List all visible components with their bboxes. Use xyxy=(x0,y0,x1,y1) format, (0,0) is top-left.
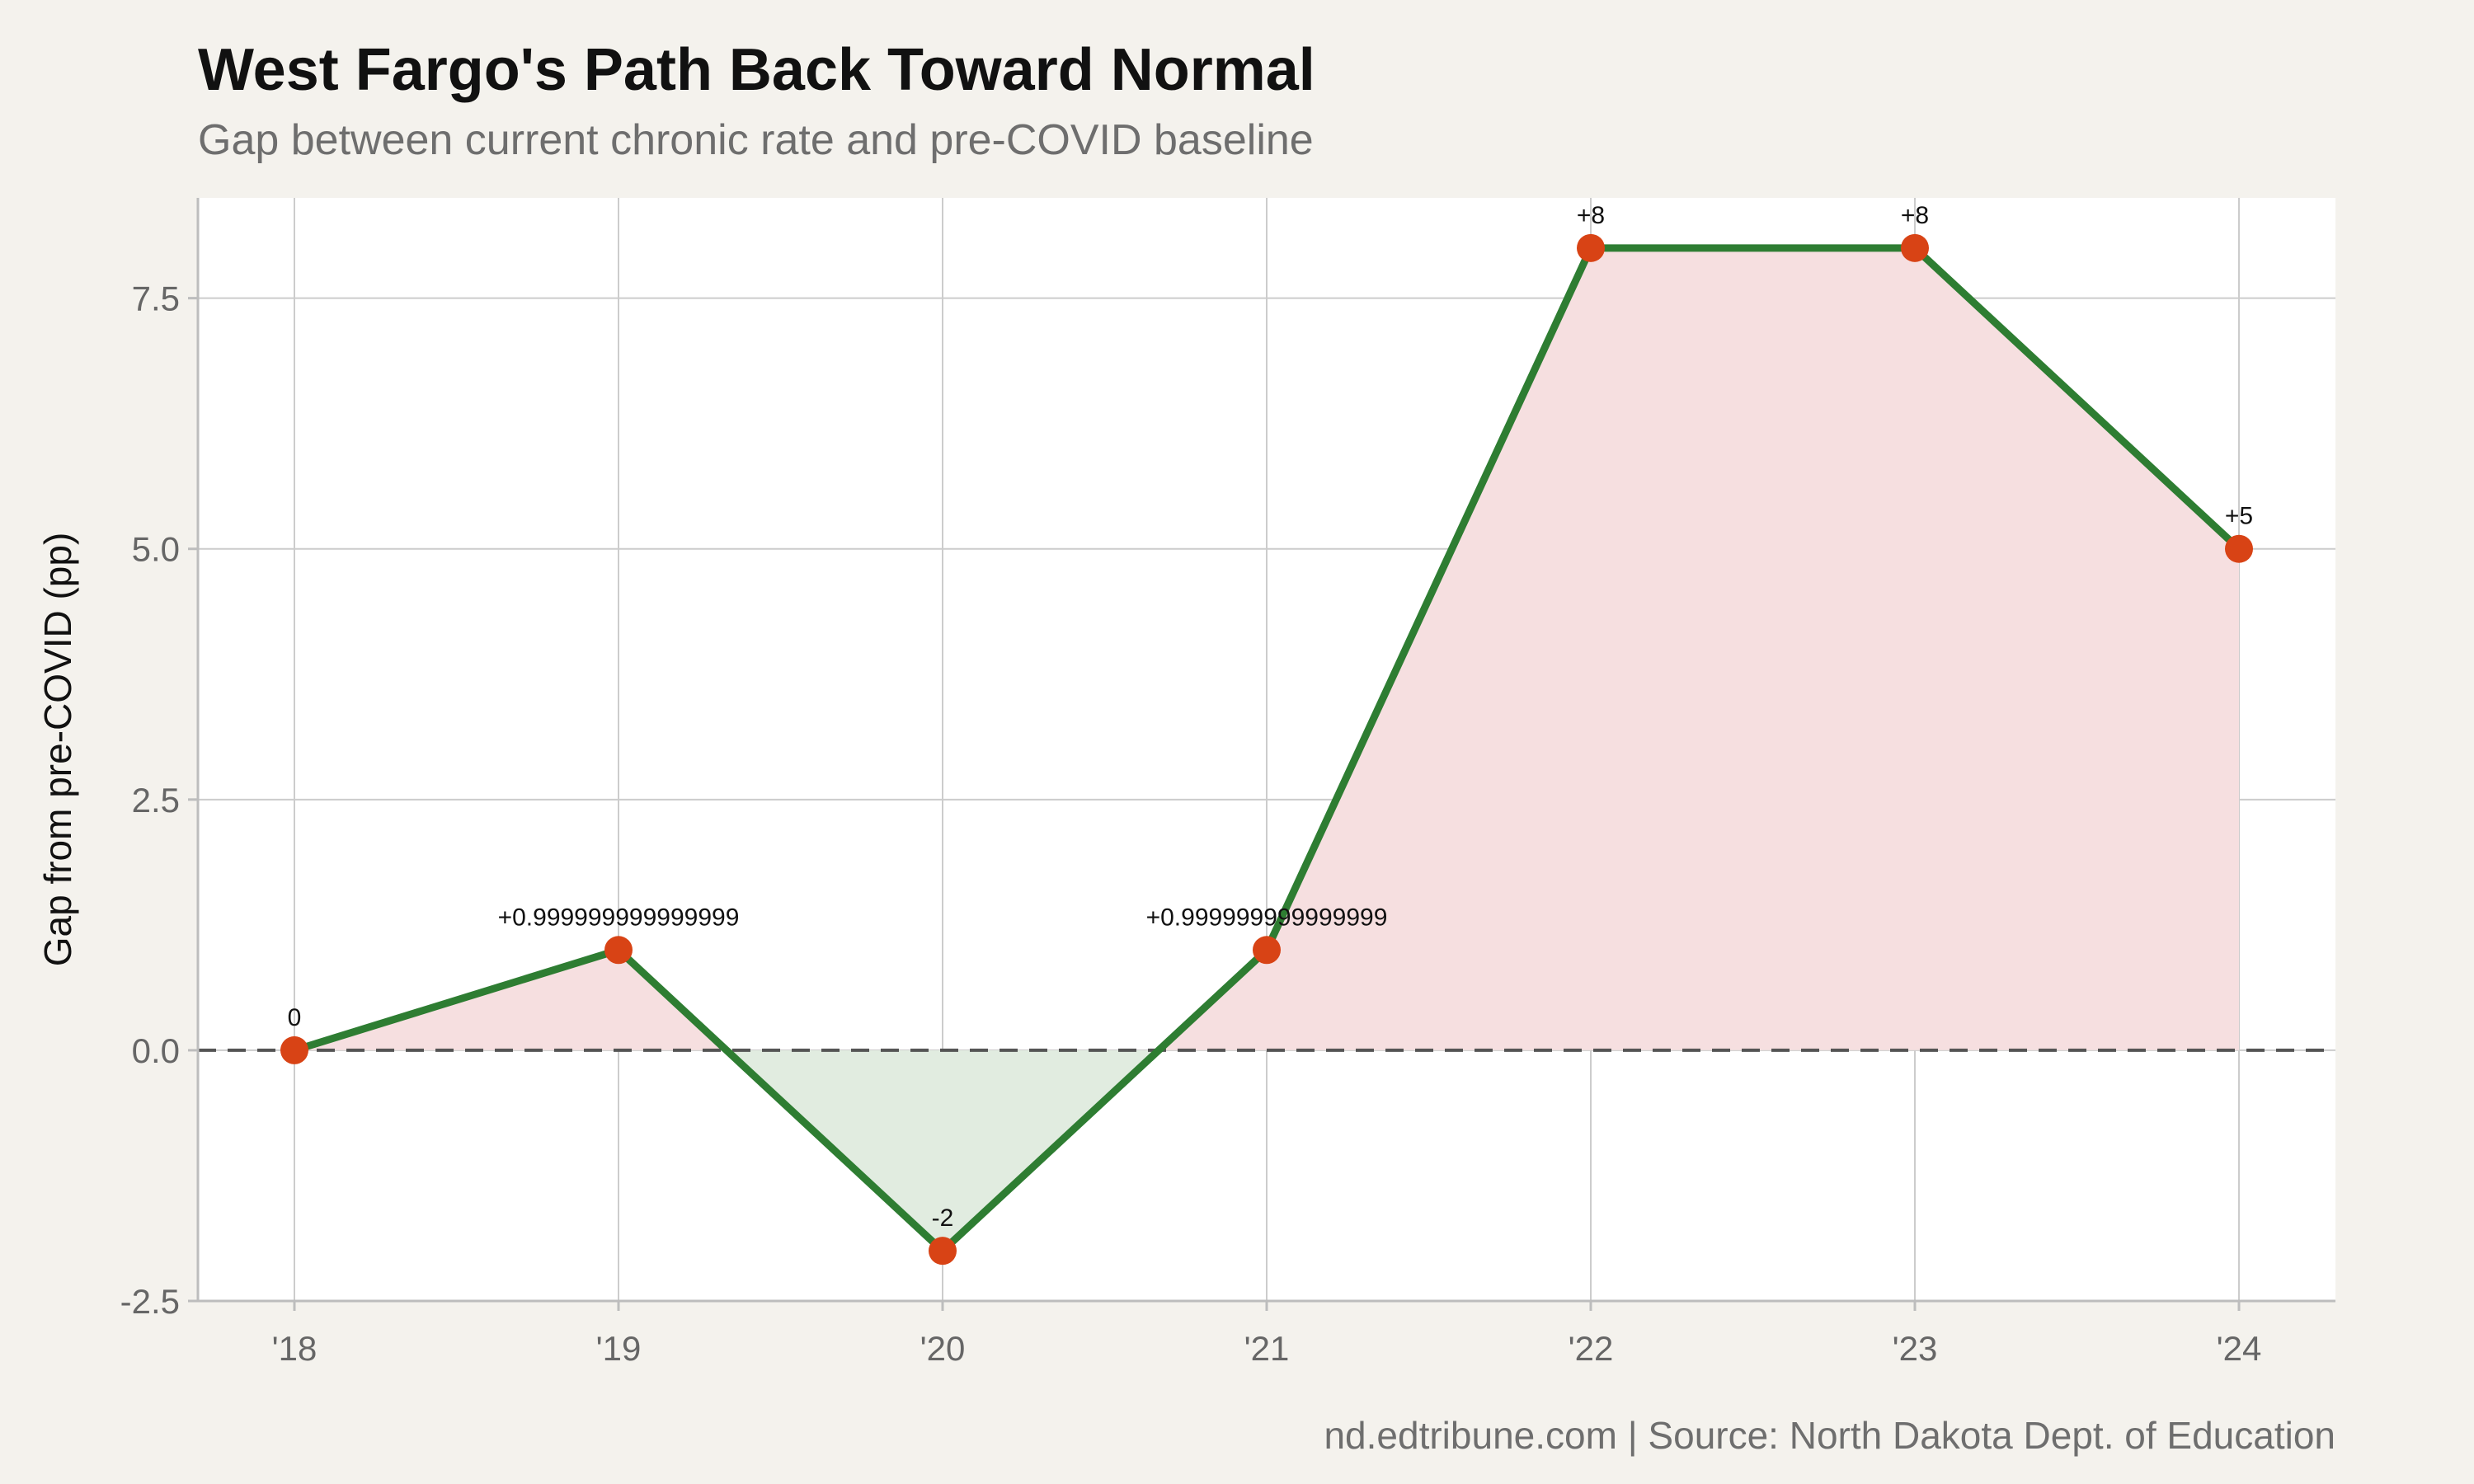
data-points xyxy=(280,233,2253,1266)
data-label-0: 0 xyxy=(288,1004,302,1031)
data-label-2: -2 xyxy=(932,1205,954,1232)
data-point-22 xyxy=(1577,233,1605,262)
x-tick-label-3: '21 xyxy=(1244,1329,1290,1368)
data-point-21 xyxy=(1253,936,1281,965)
axes: -2.5 0.0 2.5 5.0 7.5 '18 '19 '20 '21 '22 '23 '24 Gap… xyxy=(36,198,2335,1368)
y-axis-title: Gap from pre-COVID (pp) xyxy=(36,533,79,967)
data-label-5: +8 xyxy=(1901,202,1929,229)
data-label-6: +5 xyxy=(2225,503,2253,530)
x-tick-label-6: '24 xyxy=(2217,1329,2262,1368)
x-tick-label-5: '23 xyxy=(1893,1329,1938,1368)
y-tick-label-2: 2.5 xyxy=(132,781,180,819)
y-tick-label-1: 0.0 xyxy=(132,1031,180,1070)
gap-area-above-baseline xyxy=(294,247,2239,1050)
data-labels: 0 +0.999999999999999 -2 +0.999999999999999 +… xyxy=(288,202,2253,1232)
data-point-20 xyxy=(929,1237,957,1266)
data-point-23 xyxy=(1901,233,1929,262)
data-point-24 xyxy=(2225,534,2253,563)
x-tick-label-2: '20 xyxy=(920,1329,966,1368)
data-point-19 xyxy=(604,936,633,965)
chart-caption: nd.edtribune.com | Source: North Dakota … xyxy=(1324,1414,2335,1457)
chart-subtitle: Gap between current chronic rate and pre… xyxy=(198,116,1314,164)
data-label-3: +0.999999999999999 xyxy=(1146,904,1388,931)
data-label-4: +8 xyxy=(1577,202,1605,229)
y-tick-label-3: 5.0 xyxy=(132,530,180,569)
data-point-18 xyxy=(280,1036,308,1064)
x-tick-label-0: '18 xyxy=(272,1329,317,1368)
y-tick-label-4: 7.5 xyxy=(132,279,180,318)
y-tick-label-0: -2.5 xyxy=(120,1282,180,1321)
x-tick-label-1: '19 xyxy=(596,1329,642,1368)
data-label-1: +0.999999999999999 xyxy=(498,904,740,931)
chart-title: West Fargo's Path Back Toward Normal xyxy=(198,37,1315,103)
x-tick-label-4: '22 xyxy=(1569,1329,1614,1368)
